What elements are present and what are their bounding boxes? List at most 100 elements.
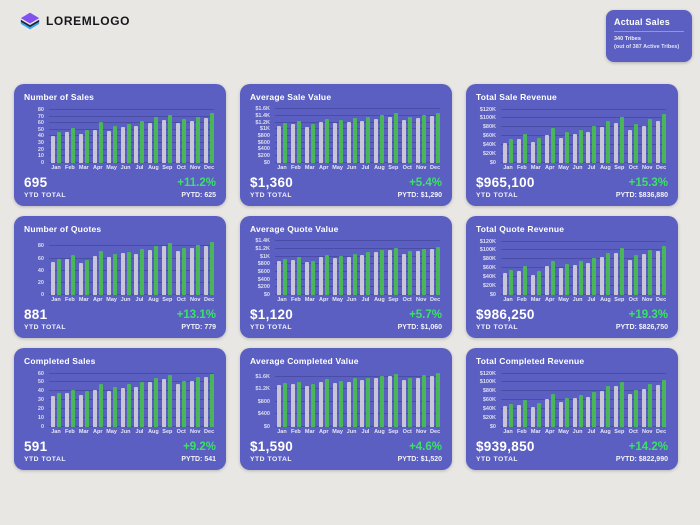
y-tick-label: $800: [257, 133, 270, 140]
gridline: [501, 293, 666, 295]
bar-ytd-aug: [380, 375, 385, 427]
footer-right: +9.2% PYTD: 541: [181, 441, 216, 463]
gridline: [49, 122, 214, 124]
x-tick-label: Aug: [600, 428, 611, 435]
bar-ytd-oct: [408, 116, 413, 163]
bar-group-apr: [317, 238, 331, 295]
bar-pytd-feb: [516, 271, 521, 295]
gridline: [275, 128, 440, 130]
bar-ytd-apr: [324, 379, 329, 427]
bar-group-dec: [428, 238, 442, 295]
gridline: [275, 388, 440, 390]
ytd-value: $1,360: [250, 174, 294, 190]
y-tick-label: $800: [257, 398, 270, 405]
y-tick-label: $800: [257, 261, 270, 268]
bar-group-aug: [146, 238, 160, 295]
bar-pytd-apr: [92, 390, 97, 427]
bar-ytd-jul: [366, 117, 371, 163]
bar-pytd-feb: [290, 259, 295, 295]
bar-group-may: [557, 370, 571, 427]
x-tick-label: Mar: [530, 296, 541, 303]
bar-ytd-sep: [620, 116, 625, 163]
bar-ytd-aug: [606, 121, 611, 163]
bar-ytd-jul: [592, 126, 597, 163]
bar-group-jun: [345, 106, 359, 163]
bar-ytd-dec: [436, 373, 441, 427]
bars-row: [275, 106, 442, 163]
gridline: [501, 425, 666, 427]
ytd-label: YTD TOTAL: [24, 324, 67, 331]
bar-group-oct: [400, 238, 414, 295]
y-tick-label: $400: [257, 276, 270, 283]
bar-group-apr: [543, 238, 557, 295]
bar-group-mar: [77, 238, 91, 295]
bar-ytd-may: [112, 125, 117, 163]
gridline: [275, 400, 440, 402]
x-tick-label: Jan: [277, 428, 287, 435]
pct-badge: +14.2%: [628, 440, 668, 453]
bar-ytd-feb: [522, 134, 527, 163]
x-tick-label: Jun: [572, 428, 583, 435]
bar-ytd-jan: [508, 269, 513, 295]
bar-group-nov: [640, 370, 654, 427]
card-footer: $1,120 YTD TOTAL +5.7% PYTD: $1,060: [250, 307, 442, 331]
bar-group-feb: [515, 238, 529, 295]
gridline: [501, 284, 666, 286]
x-tick-label: Jul: [361, 428, 370, 435]
y-tick-label: $40K: [482, 142, 496, 149]
bar-pytd-sep: [388, 376, 393, 427]
ytd-label: YTD TOTAL: [24, 192, 67, 199]
bar-group-jan: [275, 106, 289, 163]
bar-pytd-dec: [656, 385, 661, 427]
logo-text: LOREMLOGO: [46, 14, 131, 28]
bar-ytd-jul: [140, 121, 145, 163]
y-tick-label: 70: [37, 113, 44, 120]
bar-pytd-feb: [64, 258, 69, 295]
bar-pytd-dec: [430, 375, 435, 427]
bar-group-apr: [91, 370, 105, 427]
bar-group-oct: [174, 370, 188, 427]
pytd-label: PYTD: $826,750: [615, 324, 668, 331]
bar-ytd-nov: [648, 384, 653, 427]
bar-pytd-jul: [586, 262, 591, 295]
gridline: [501, 108, 666, 110]
x-tick-label: May: [106, 164, 117, 171]
bar-pytd-apr: [544, 266, 549, 295]
bar-ytd-sep: [394, 113, 399, 163]
x-tick-label: Nov: [189, 164, 201, 171]
bar-pytd-sep: [162, 246, 167, 295]
bar-group-jul: [359, 238, 373, 295]
pct-badge: +19.3%: [628, 308, 668, 321]
bar-ytd-dec: [210, 373, 215, 427]
actual-sales-title: Actual Sales: [614, 17, 670, 27]
bar-group-sep: [386, 106, 400, 163]
bar-pytd-nov: [642, 388, 647, 427]
pct-badge: +15.3%: [628, 176, 668, 189]
bar-pytd-aug: [148, 123, 153, 163]
y-tick-label: $40K: [482, 274, 496, 281]
x-tick-label: Nov: [189, 296, 201, 303]
bar-pytd-feb: [64, 393, 69, 427]
card-title: Average Quote Value: [250, 224, 339, 234]
bar-ytd-apr: [98, 251, 103, 295]
bar-group-sep: [386, 238, 400, 295]
metric-card: Total Sale Revenue $0 $20K $40K $60K $80K $10…: [466, 84, 678, 206]
bar-pytd-nov: [190, 120, 195, 163]
footer-left: $1,360 YTD TOTAL: [250, 174, 294, 199]
bar-ytd-oct: [634, 389, 639, 427]
x-tick-label: Oct: [176, 296, 186, 303]
gridline: [501, 135, 666, 137]
bar-pytd-feb: [64, 132, 69, 163]
bar-pytd-apr: [544, 135, 549, 163]
plot-area: [275, 106, 442, 163]
bar-ytd-apr: [550, 128, 555, 163]
footer-right: +15.3% PYTD: $836,880: [616, 176, 668, 199]
logo: LOREMLOGO: [20, 11, 130, 31]
bar-group-feb: [515, 106, 529, 163]
bar-ytd-nov: [422, 248, 427, 295]
x-tick-label: Jun: [346, 296, 357, 303]
bar-group-jul: [133, 106, 147, 163]
bar-group-dec: [654, 370, 668, 427]
footer-right: +11.2% PYTD: 625: [177, 177, 216, 199]
bar-group-jan: [501, 370, 515, 427]
